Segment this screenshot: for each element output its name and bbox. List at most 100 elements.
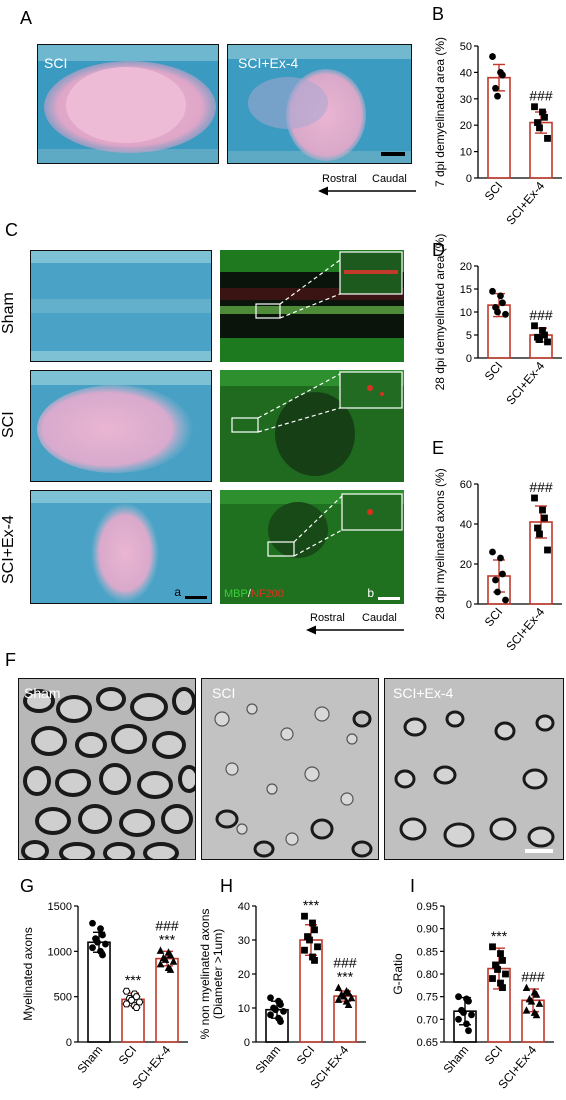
data-point — [489, 548, 496, 556]
data-point — [309, 919, 316, 927]
data-point — [536, 530, 543, 538]
x-tick-label: SCI — [116, 1043, 140, 1067]
significance-label: *** — [337, 969, 354, 985]
data-point — [339, 992, 348, 1000]
row-label-sci-ex4: SCI+Ex-4 — [0, 515, 17, 585]
stain-separator: / — [247, 588, 251, 600]
data-point — [267, 994, 274, 1002]
y-tick-label: 0 — [244, 1037, 250, 1049]
luxol-stain-texture — [38, 45, 218, 163]
panel-label-c: C — [5, 220, 18, 240]
data-point — [156, 946, 165, 954]
data-point — [489, 53, 496, 60]
y-tick-label: 0 — [66, 1037, 72, 1049]
image-label-sci: SCI — [212, 685, 236, 701]
x-tick-label: SCI+Ex-4 — [503, 179, 547, 228]
luxol-image-sham — [30, 250, 212, 362]
y-tick-label: 0.95 — [417, 901, 438, 913]
row-label-sham: Sham — [0, 292, 17, 334]
direction-arrow-icon — [318, 186, 416, 196]
significance-label: ### — [529, 307, 553, 323]
data-point — [122, 987, 131, 995]
y-tick-label: 20 — [460, 559, 472, 571]
data-point — [499, 71, 506, 79]
x-tick-label: SCI — [482, 359, 506, 383]
data-point — [156, 960, 165, 968]
data-point — [527, 997, 536, 1005]
y-tick-label: 0.70 — [417, 1014, 438, 1026]
stain-legend: MBP/NF200 — [224, 588, 284, 600]
data-point — [489, 287, 496, 295]
data-point — [539, 506, 546, 514]
y-tick-label: 40 — [460, 519, 472, 531]
chart-h: H 0 10 20 30 40 % non myelinated axons (Diamete… — [198, 876, 366, 1092]
y-tick-label: 0.75 — [417, 992, 438, 1004]
data-point — [280, 1008, 287, 1015]
luxol-stain-texture — [31, 491, 211, 603]
data-point — [301, 946, 308, 954]
significance-label: *** — [303, 897, 320, 913]
data-point — [499, 299, 506, 307]
data-point — [169, 957, 178, 965]
data-point — [532, 990, 541, 998]
data-point — [344, 1000, 353, 1008]
data-point — [306, 936, 313, 944]
data-point — [497, 554, 504, 562]
chart-b: B 0 10 20 30 40 50 7 dpi demyelinated area (%) S… — [432, 4, 562, 228]
luxol-stain-texture — [31, 251, 211, 361]
x-tick-label: SCI — [482, 1043, 506, 1067]
y-axis-label: 28 dpi myelinated axons (%) — [433, 468, 447, 619]
panel-label-e: E — [432, 438, 444, 458]
data-point — [344, 988, 353, 997]
data-point — [166, 965, 175, 973]
y-tick-label: 30 — [238, 935, 250, 947]
data-point — [522, 1006, 531, 1014]
y-tick-label: 10 — [460, 147, 472, 159]
data-point — [267, 1011, 274, 1019]
panel-label-g: G — [20, 876, 34, 896]
y-axis-label: % non myelinated axons — [198, 909, 212, 1040]
data-point — [499, 957, 506, 964]
fluor-image-sci — [220, 370, 404, 482]
chart-i: I 0.65 0.70 0.75 0.80 0.85 0.90 0.95 G-Ratio Sham… — [391, 876, 554, 1092]
em-image-sham: Sham — [18, 678, 196, 860]
y-tick-label: 20 — [238, 969, 250, 981]
bar — [87, 941, 111, 1043]
data-point — [463, 1020, 470, 1028]
direction-caudal: Caudal — [372, 173, 407, 185]
data-point — [502, 596, 509, 604]
stain-mbp: MBP — [224, 588, 248, 600]
fluor-image-sci-ex4: MBP/NF200 b — [220, 490, 404, 604]
panel-label-d: D — [432, 240, 445, 260]
luxol-image-sci-ex4: SCI+Ex-4 — [227, 44, 412, 164]
data-point — [539, 327, 546, 334]
data-point — [465, 997, 472, 1005]
data-point — [535, 999, 544, 1007]
y-tick-label: 20 — [460, 261, 472, 273]
chart-e: E 0 20 40 60 28 dpi myelinated axons (%) SCISC… — [432, 438, 562, 650]
data-point — [89, 919, 96, 927]
y-axis-label: (Diameter >1um) — [211, 929, 225, 1019]
significance-label: *** — [491, 928, 508, 944]
significance-label: ### — [529, 88, 553, 104]
data-point — [166, 950, 175, 959]
y-tick-label: 1500 — [48, 901, 72, 913]
data-point — [539, 108, 546, 116]
bar — [155, 957, 179, 1043]
em-image-sci: SCI — [201, 678, 379, 860]
fluorescence-texture — [220, 250, 404, 362]
data-point — [534, 119, 541, 126]
data-point — [132, 1004, 141, 1011]
y-tick-label: 500 — [54, 992, 72, 1004]
y-tick-label: 50 — [460, 41, 472, 53]
y-axis-label: Myelinated axons — [21, 927, 35, 1020]
y-tick-label: 30 — [460, 94, 472, 106]
y-tick-label: 0.85 — [417, 946, 438, 958]
image-label-sci-ex4: SCI+Ex-4 — [393, 685, 454, 701]
y-axis-label: 7 dpi demyelinated area (%) — [433, 37, 447, 187]
y-tick-label: 0.65 — [417, 1037, 438, 1049]
data-point — [494, 308, 501, 316]
y-tick-label: 0 — [466, 353, 472, 365]
direction-arrow-icon — [306, 625, 404, 635]
data-point — [277, 1018, 284, 1025]
